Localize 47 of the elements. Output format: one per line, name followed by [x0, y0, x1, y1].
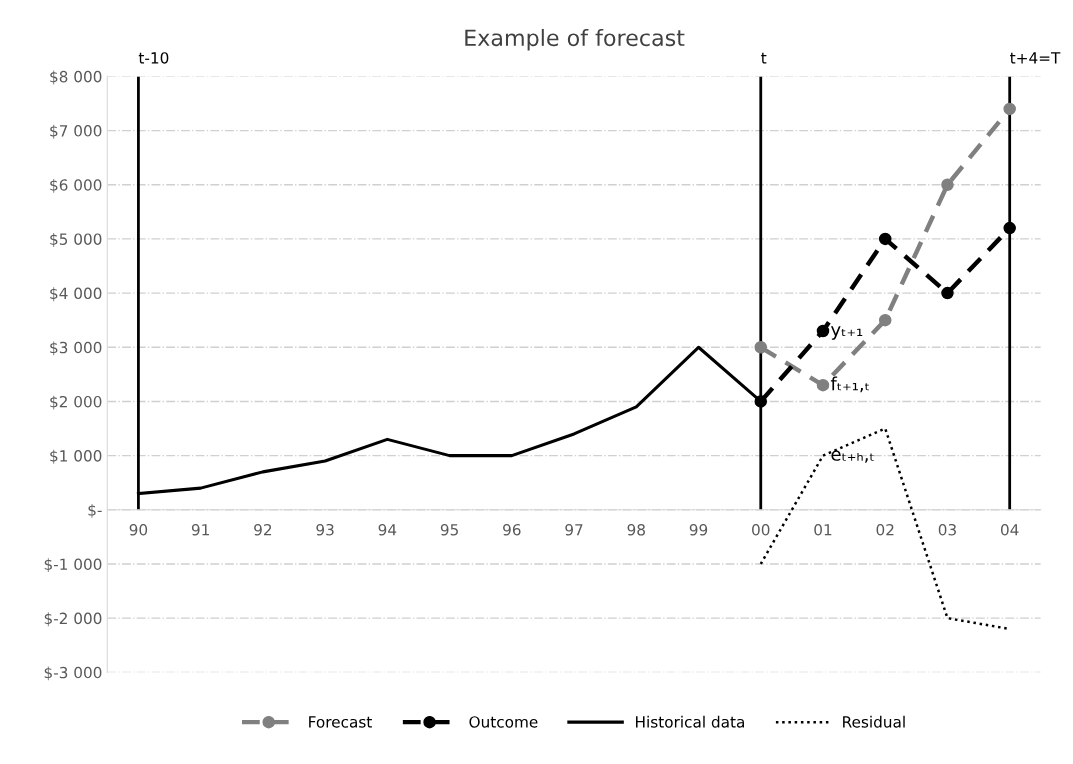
x-tick-label: 96 [503, 523, 521, 536]
point [816, 324, 830, 338]
x-tick-label: 94 [378, 523, 397, 536]
point [941, 178, 954, 191]
annotation: fₜ₊₁,ₜ [830, 376, 869, 393]
y-tick-label: $2 000 [50, 395, 102, 410]
y-tick-label: $-2 000 [44, 612, 102, 627]
x-tick-label: 95 [440, 523, 458, 536]
y-tick-label: $8 000 [50, 70, 102, 85]
y-tick-label: $- [88, 503, 102, 518]
annotation: eₜ₊ₕ,ₜ [831, 450, 874, 463]
x-tick-label: 98 [627, 523, 645, 536]
y-tick-label: $-1 000 [44, 558, 102, 573]
legend-label: Residual [843, 715, 905, 728]
legend-label: Outcome [469, 716, 538, 728]
point [754, 341, 768, 354]
annotation: yₜ₊₁ [831, 326, 863, 340]
x-tick-label: 92 [254, 523, 272, 536]
chart-title: Example of forecast [465, 28, 685, 51]
x-tick-label: 99 [689, 523, 708, 536]
y-tick-label: $1 000 [50, 449, 102, 464]
legend-label: Forecast [309, 716, 372, 728]
point [941, 286, 954, 300]
legend-label: Historical data [636, 715, 744, 728]
y-tick-label: $-3 000 [44, 666, 102, 681]
x-tick-label: 04 [1000, 523, 1019, 536]
ref-line-label: t-10 [138, 52, 169, 64]
x-tick-label: 90 [129, 523, 148, 536]
point [816, 378, 830, 392]
x-tick-label: 00 [752, 523, 770, 536]
y-tick-label: $4 000 [50, 287, 102, 302]
point [1003, 221, 1016, 235]
x-tick-label: 03 [938, 523, 956, 536]
y-tick-label: $6 000 [50, 178, 102, 193]
y-tick-label: $5 000 [50, 233, 102, 247]
point [878, 313, 892, 327]
x-tick-label: 91 [191, 523, 209, 536]
y-tick-label: $7 000 [50, 124, 102, 139]
x-tick-label: 02 [876, 523, 894, 536]
x-tick-label: 01 [814, 523, 832, 536]
x-tick-label: 97 [565, 523, 583, 536]
ref-line-label: t+4=T [1010, 52, 1061, 64]
x-tick-label: 93 [316, 523, 334, 536]
point [878, 232, 892, 246]
point [1003, 102, 1016, 116]
y-tick-label: $3 000 [50, 341, 102, 356]
ref-line-label: t [761, 52, 767, 64]
